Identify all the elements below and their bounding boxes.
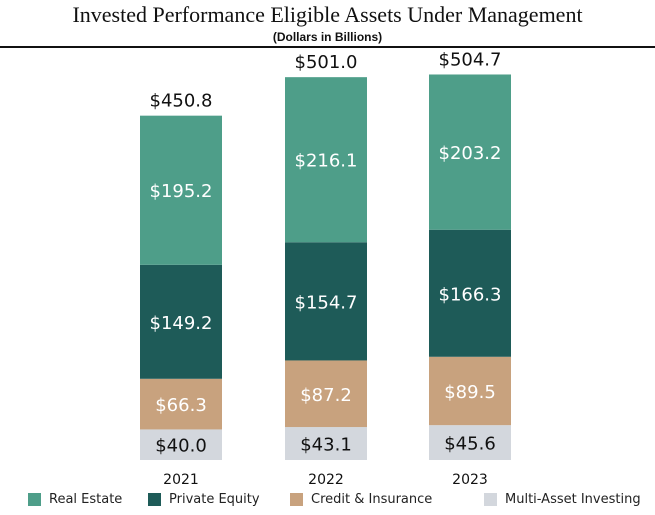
bar-segment-multi-asset-investing-2023: [429, 425, 511, 460]
x-tick-label-2023: 2023: [452, 472, 488, 488]
chart-title: Invested Performance Eligible Assets Und…: [72, 2, 583, 27]
x-tick-label-2022: 2022: [308, 472, 344, 488]
legend-label-credit-insurance: Credit & Insurance: [311, 492, 433, 507]
bar-segment-multi-asset-investing-2021: [140, 429, 222, 460]
data-label-multi-asset-investing-2023: $45.6: [444, 434, 496, 455]
legend-item-real-estate: Real Estate: [28, 492, 122, 507]
legend-label-multi-asset-investing: Multi-Asset Investing: [505, 492, 641, 507]
data-label-private-equity-2022: $154.7: [295, 292, 358, 313]
data-label-private-equity-2021: $149.2: [150, 313, 213, 334]
x-tick-label-2021: 2021: [163, 472, 199, 488]
data-label-multi-asset-investing-2021: $40.0: [155, 436, 207, 457]
bar-segment-private-equity-2023: [429, 229, 511, 357]
bar-segment-credit-insurance-2022: [285, 360, 367, 428]
bar-segment-private-equity-2021: [140, 264, 222, 379]
total-label-2022: $501.0: [295, 52, 358, 73]
bar-segment-real-estate-2021: [140, 115, 222, 265]
legend-item-private-equity: Private Equity: [148, 492, 260, 507]
legend-swatch-credit-insurance: [290, 493, 303, 506]
data-label-credit-insurance-2021: $66.3: [155, 395, 207, 416]
title-divider: [0, 46, 655, 48]
legend-label-private-equity: Private Equity: [169, 492, 260, 507]
legend-item-multi-asset-investing: Multi-Asset Investing: [484, 492, 641, 507]
legend-label-real-estate: Real Estate: [49, 492, 123, 507]
bar-segment-real-estate-2022: [285, 77, 367, 243]
total-label-2021: $450.8: [150, 91, 213, 112]
bar-segment-credit-insurance-2021: [140, 378, 222, 430]
legend-item-credit-insurance: Credit & Insurance: [290, 492, 432, 507]
bar-segment-multi-asset-investing-2022: [285, 427, 367, 460]
data-label-real-estate-2023: $203.2: [439, 143, 502, 164]
legend-swatch-multi-asset-investing: [484, 493, 497, 506]
chart-legend: Real Estate Private Equity Credit & Insu…: [0, 492, 655, 514]
legend-swatch-private-equity: [148, 493, 161, 506]
data-label-credit-insurance-2023: $89.5: [444, 382, 496, 403]
legend-swatch-real-estate: [28, 493, 41, 506]
total-label-2023: $504.7: [439, 49, 502, 70]
bar-segment-credit-insurance-2023: [429, 356, 511, 426]
data-label-real-estate-2021: $195.2: [150, 181, 213, 202]
data-label-real-estate-2022: $216.1: [295, 151, 358, 172]
bar-segment-real-estate-2023: [429, 74, 511, 230]
data-label-multi-asset-investing-2022: $43.1: [300, 435, 352, 456]
chart-subtitle: (Dollars in Billions): [272, 30, 383, 44]
bar-segment-private-equity-2022: [285, 242, 367, 361]
data-label-credit-insurance-2022: $87.2: [300, 385, 352, 406]
data-label-private-equity-2023: $166.3: [439, 284, 502, 305]
stacked-bar-chart: $40.0 $66.3 $149.2 $195.2 $450.8 2021 $43.1 $87…: [140, 49, 511, 488]
